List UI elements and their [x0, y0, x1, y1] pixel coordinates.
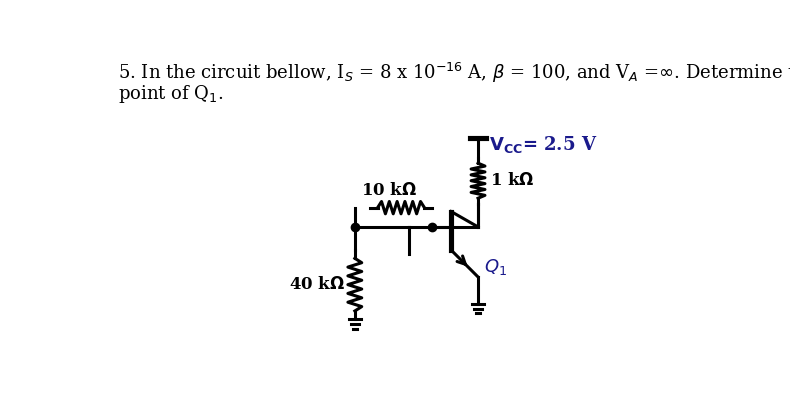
Text: point of Q$_1$.: point of Q$_1$.	[118, 83, 223, 105]
Text: 10 k$\mathbf{\Omega}$: 10 k$\mathbf{\Omega}$	[361, 182, 418, 199]
Text: 40 k$\mathbf{\Omega}$: 40 k$\mathbf{\Omega}$	[289, 276, 345, 293]
Text: 5. In the circuit bellow, I$_S$ = 8 x 10$^{-16}$ A, $\beta$ = 100, and V$_A$ =$\: 5. In the circuit bellow, I$_S$ = 8 x 10…	[118, 61, 790, 85]
Text: $\mathit{Q}_\mathit{1}$: $\mathit{Q}_\mathit{1}$	[484, 257, 507, 277]
Text: $\mathbf{V_{CC}}$= 2.5 V: $\mathbf{V_{CC}}$= 2.5 V	[489, 134, 597, 155]
Text: 1 k$\mathbf{\Omega}$: 1 k$\mathbf{\Omega}$	[491, 172, 535, 189]
